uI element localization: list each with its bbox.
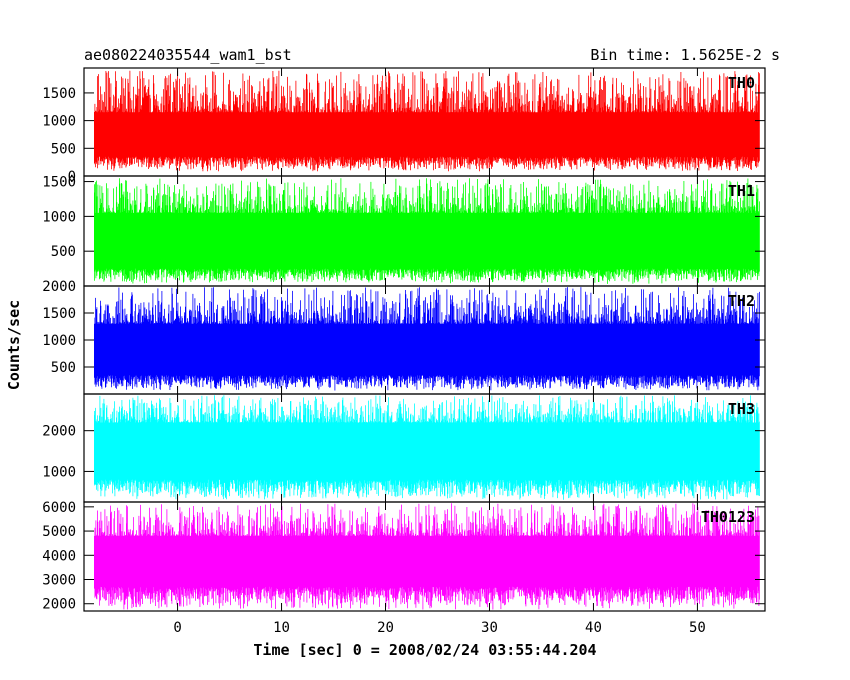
panel-th2: 500 1000 1500 2000 TH2 [42, 279, 766, 395]
panel-label: TH0123 [701, 508, 755, 526]
panel-th0123: 2000 3000 4000 5000 6000 TH0123 [42, 500, 766, 613]
x-tick-label: 40 [585, 620, 602, 636]
y-axis-label: Counts/sec [5, 300, 23, 390]
panel-th1: 500 1000 1500 TH1 [42, 175, 766, 287]
chart-title-right: Bin time: 1.5625E-2 s [590, 46, 780, 64]
y-tick-label: 1500 [42, 175, 76, 191]
y-tick-label: 1000 [42, 114, 76, 130]
panel-label: TH2 [728, 292, 755, 310]
y-tick-label: 4000 [42, 548, 76, 564]
panels-group: 0 500 1000 1500 TH0 500 1000 1500 TH1 500 1000 1500… [42, 67, 766, 613]
series-th0 [94, 70, 760, 172]
panel-frame [83, 501, 766, 612]
x-tick-label: 0 [173, 620, 181, 636]
panel-th0: 0 500 1000 1500 TH0 [42, 67, 766, 185]
series-th3 [94, 395, 760, 500]
y-tick-label: 2000 [42, 279, 76, 295]
x-tick-label: 30 [481, 620, 498, 636]
y-tick-label: 6000 [42, 500, 76, 516]
y-tick-label: 1000 [42, 333, 76, 349]
chart-title-left: ae080224035544_wam1_bst [84, 46, 292, 64]
y-tick-label: 500 [51, 141, 76, 157]
y-tick-label: 2000 [42, 424, 76, 440]
x-axis-label: Time [sec] 0 = 2008/02/24 03:55:44.204 [253, 641, 596, 659]
series-th1 [94, 178, 760, 284]
x-tick-label: 20 [377, 620, 394, 636]
panel-label: TH0 [728, 74, 755, 92]
x-tick-label: 50 [689, 620, 706, 636]
y-tick-label: 3000 [42, 573, 76, 589]
y-tick-label: 500 [51, 244, 76, 260]
x-tick-label: 10 [273, 620, 290, 636]
y-tick-label: 1000 [42, 464, 76, 480]
y-tick-label: 5000 [42, 524, 76, 540]
series-th2 [94, 287, 760, 391]
series-th0123 [94, 503, 760, 610]
y-tick-label: 1500 [42, 86, 76, 102]
panel-label: TH1 [728, 182, 755, 200]
x-axis: 0 10 20 30 40 50 [173, 620, 705, 636]
y-tick-label: 0 [68, 169, 76, 185]
panel-th3: 1000 2000 TH3 [42, 393, 766, 503]
panel-label: TH3 [728, 400, 755, 418]
y-tick-label: 1500 [42, 306, 76, 322]
y-tick-label: 1000 [42, 209, 76, 225]
y-tick-label: 2000 [42, 597, 76, 613]
y-tick-label: 500 [51, 360, 76, 376]
